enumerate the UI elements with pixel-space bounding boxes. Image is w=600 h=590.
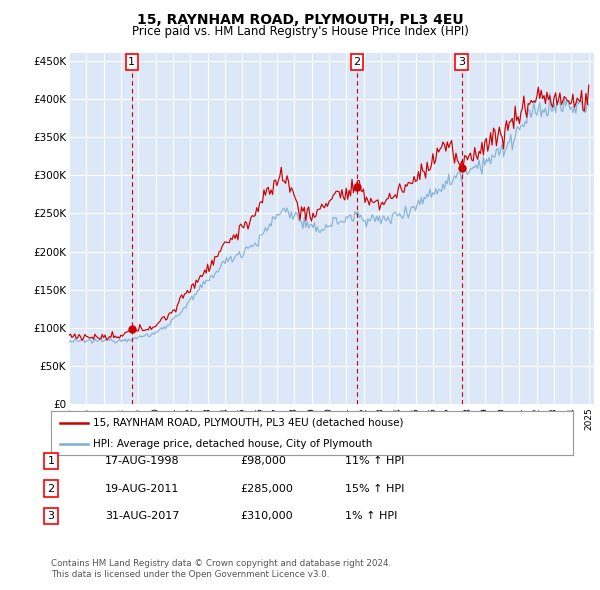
- Text: 1: 1: [47, 457, 55, 466]
- Text: 2: 2: [353, 57, 361, 67]
- Text: HPI: Average price, detached house, City of Plymouth: HPI: Average price, detached house, City…: [93, 439, 372, 449]
- Text: £98,000: £98,000: [240, 457, 286, 466]
- Text: 11% ↑ HPI: 11% ↑ HPI: [345, 457, 404, 466]
- Text: 19-AUG-2011: 19-AUG-2011: [105, 484, 179, 493]
- Text: £285,000: £285,000: [240, 484, 293, 493]
- Text: 15, RAYNHAM ROAD, PLYMOUTH, PL3 4EU: 15, RAYNHAM ROAD, PLYMOUTH, PL3 4EU: [137, 13, 463, 27]
- Text: 17-AUG-1998: 17-AUG-1998: [105, 457, 179, 466]
- Text: This data is licensed under the Open Government Licence v3.0.: This data is licensed under the Open Gov…: [51, 571, 329, 579]
- Text: 3: 3: [458, 57, 465, 67]
- Text: 3: 3: [47, 511, 55, 520]
- Text: Contains HM Land Registry data © Crown copyright and database right 2024.: Contains HM Land Registry data © Crown c…: [51, 559, 391, 568]
- Text: 2: 2: [47, 484, 55, 493]
- Text: Price paid vs. HM Land Registry's House Price Index (HPI): Price paid vs. HM Land Registry's House …: [131, 25, 469, 38]
- Text: 31-AUG-2017: 31-AUG-2017: [105, 511, 179, 520]
- Text: 15% ↑ HPI: 15% ↑ HPI: [345, 484, 404, 493]
- Text: 15, RAYNHAM ROAD, PLYMOUTH, PL3 4EU (detached house): 15, RAYNHAM ROAD, PLYMOUTH, PL3 4EU (det…: [93, 418, 403, 428]
- Text: £310,000: £310,000: [240, 511, 293, 520]
- Text: 1% ↑ HPI: 1% ↑ HPI: [345, 511, 397, 520]
- Text: 1: 1: [128, 57, 136, 67]
